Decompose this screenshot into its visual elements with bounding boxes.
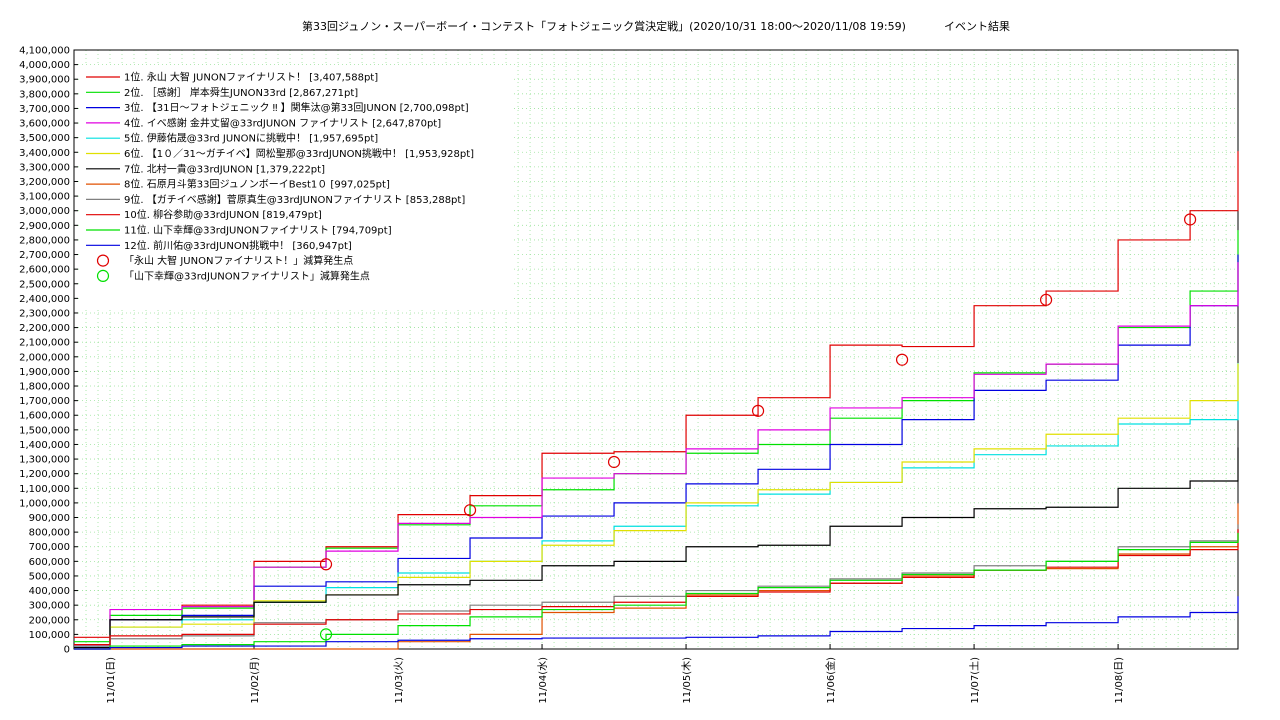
y-tick-label: 3,100,000 [19, 192, 70, 203]
legend-label: 9位. 【ガチイベ感謝】菅原真生@33rdJUNONファイナリスト [853,2… [124, 193, 465, 206]
deduction-marker [607, 455, 621, 469]
y-tick-label: 4,000,000 [19, 60, 70, 71]
legend-label: 3位. 【31日〜フォトジェニック ‼ 】関隼汰@第33回JUNON [2,70… [124, 101, 469, 114]
x-tick-label: 11/06(金) [824, 657, 837, 704]
legend-label: 8位. 石原月斗第33回ジュノンボーイBest1０ [997,025pt] [124, 178, 390, 191]
legend-label: 「山下幸輝@33rdJUNONファイナリスト」減算発生点 [124, 269, 370, 282]
legend-label: 6位. 【1０／31〜ガチイベ】岡松聖那@33rdJUNON挑戦中！ [1,95… [124, 147, 474, 160]
legend-label: 7位. 北村一貴@33rdJUNON [1,379,222pt] [124, 162, 325, 175]
x-tick-label: 11/03(火) [393, 657, 405, 704]
legend-marker-swatch [96, 254, 110, 267]
legend-label: 2位. ［感謝］ 岸本舜生JUNON33rd [2,867,271pt] [124, 86, 358, 99]
legend-label: 4位. イベ感謝 金井丈留@33rdJUNON ファイナリスト [2,647,8… [124, 116, 441, 129]
y-tick-label: 2,700,000 [19, 250, 70, 261]
x-tick-label: 11/01(日) [106, 657, 117, 704]
series-lines [74, 151, 1239, 650]
x-tick-label: 11/04(水) [537, 657, 549, 704]
y-tick-label: 3,700,000 [19, 104, 70, 115]
series-line-7 [74, 447, 1239, 649]
deduction-marker [751, 404, 765, 417]
y-tick-label: 200,000 [29, 615, 70, 626]
deduction-marker [319, 628, 333, 641]
y-tick-label: 1,000,000 [19, 498, 70, 509]
y-tick-label: 800,000 [29, 528, 70, 539]
series-line-4 [74, 262, 1239, 646]
legend-label: 「永山 大智 JUNONファイナリスト！」減算発生点 [124, 254, 353, 267]
deduction-marker [1183, 213, 1197, 226]
legend-background [82, 66, 512, 309]
series-line-11 [74, 532, 1239, 650]
legend: 1位. 永山 大智 JUNONファイナリスト！ [3,407,588pt] 2位.… [82, 66, 512, 309]
x-tick-label: 11/08(日) [1114, 657, 1125, 704]
y-tick-label: 2,000,000 [19, 352, 70, 363]
y-tick-label: 3,200,000 [19, 177, 70, 188]
y-tick-label: 2,200,000 [19, 323, 70, 334]
y-tick-label: 3,600,000 [19, 119, 70, 130]
y-tick-label: 1,400,000 [19, 440, 70, 451]
legend-label: 12位. 前川佑@33rdJUNON挑戦中！ [360,947pt] [124, 239, 352, 252]
y-tick-label: 900,000 [29, 513, 70, 524]
deduction-markers [319, 213, 1197, 641]
series-line-8 [74, 503, 1239, 650]
y-tick-label: 1,300,000 [19, 455, 70, 466]
y-tick-label: 3,000,000 [19, 206, 70, 217]
y-tick-label: 4,100,000 [19, 46, 70, 57]
y-axis: 0 100,000 200,000 300,000 400,000 500,000 600,… [19, 46, 78, 656]
deduction-marker [319, 558, 333, 571]
y-tick-label: 1,500,000 [19, 425, 70, 436]
x-tick-label: 11/02(月) [249, 657, 261, 704]
y-tick-label: 1,800,000 [19, 382, 70, 393]
y-tick-label: 3,400,000 [19, 148, 70, 159]
series-line-3 [74, 254, 1239, 647]
plot-frame [73, 49, 1239, 650]
chart-title: 第33回ジュノン・スーパーボーイ・コンテスト「フォトジェニック賞決定戦」(202… [302, 19, 906, 33]
chart-subtitle: イベント結果 [944, 19, 1010, 33]
y-tick-label: 2,900,000 [19, 221, 70, 232]
series-line-5 [74, 362, 1239, 647]
y-tick-label: 500,000 [29, 571, 70, 582]
y-tick-label: 700,000 [29, 542, 70, 553]
y-tick-label: 1,900,000 [19, 367, 70, 378]
series-line-12 [74, 596, 1239, 650]
y-tick-label: 300,000 [29, 601, 70, 612]
x-tick-label: 11/05(木) [681, 657, 693, 704]
y-tick-label: 1,600,000 [19, 411, 70, 422]
legend-marker-swatch [96, 269, 110, 282]
y-tick-label: 100,000 [29, 630, 70, 641]
y-tick-label: 2,600,000 [19, 265, 70, 276]
y-tick-label: 2,800,000 [19, 235, 70, 246]
y-tick-label: 3,300,000 [19, 162, 70, 173]
y-tick-label: 3,500,000 [19, 133, 70, 144]
y-tick-label: 600,000 [29, 557, 70, 568]
x-axis: 11/01(日) 11/02(月) 11/03(火) 11/04(水) 11/05(木)… [106, 644, 1125, 704]
deduction-marker [895, 353, 909, 366]
y-tick-label: 1,200,000 [19, 469, 70, 480]
y-tick-label: 2,100,000 [19, 338, 70, 349]
deduction-marker [463, 504, 477, 517]
x-tick-label: 11/07(土) [968, 657, 981, 704]
series-line-9 [74, 524, 1239, 647]
y-tick-label: 3,900,000 [19, 75, 70, 86]
series-line-10 [74, 529, 1239, 646]
legend-label: 1位. 永山 大智 JUNONファイナリスト！ [3,407,588pt] [124, 71, 378, 84]
y-tick-label: 1,700,000 [19, 396, 70, 407]
y-tick-label: 3,800,000 [19, 89, 70, 100]
y-tick-label: 0 [64, 645, 70, 656]
y-tick-label: 2,400,000 [19, 294, 70, 305]
legend-label: 11位. 山下幸輝@33rdJUNONファイナリスト [794,709pt] [124, 224, 392, 237]
deduction-marker [1039, 293, 1053, 306]
legend-label: 5位. 伊藤佑晟@33rd JUNONに挑戦中！ [1,957,695pt] [124, 132, 378, 145]
y-tick-label: 2,500,000 [19, 279, 70, 290]
legend-label: 10位. 柳谷参助@33rdJUNON [819,479pt] [124, 208, 322, 221]
y-tick-label: 1,100,000 [19, 484, 70, 495]
y-tick-label: 2,300,000 [19, 308, 70, 319]
y-tick-label: 400,000 [29, 586, 70, 597]
